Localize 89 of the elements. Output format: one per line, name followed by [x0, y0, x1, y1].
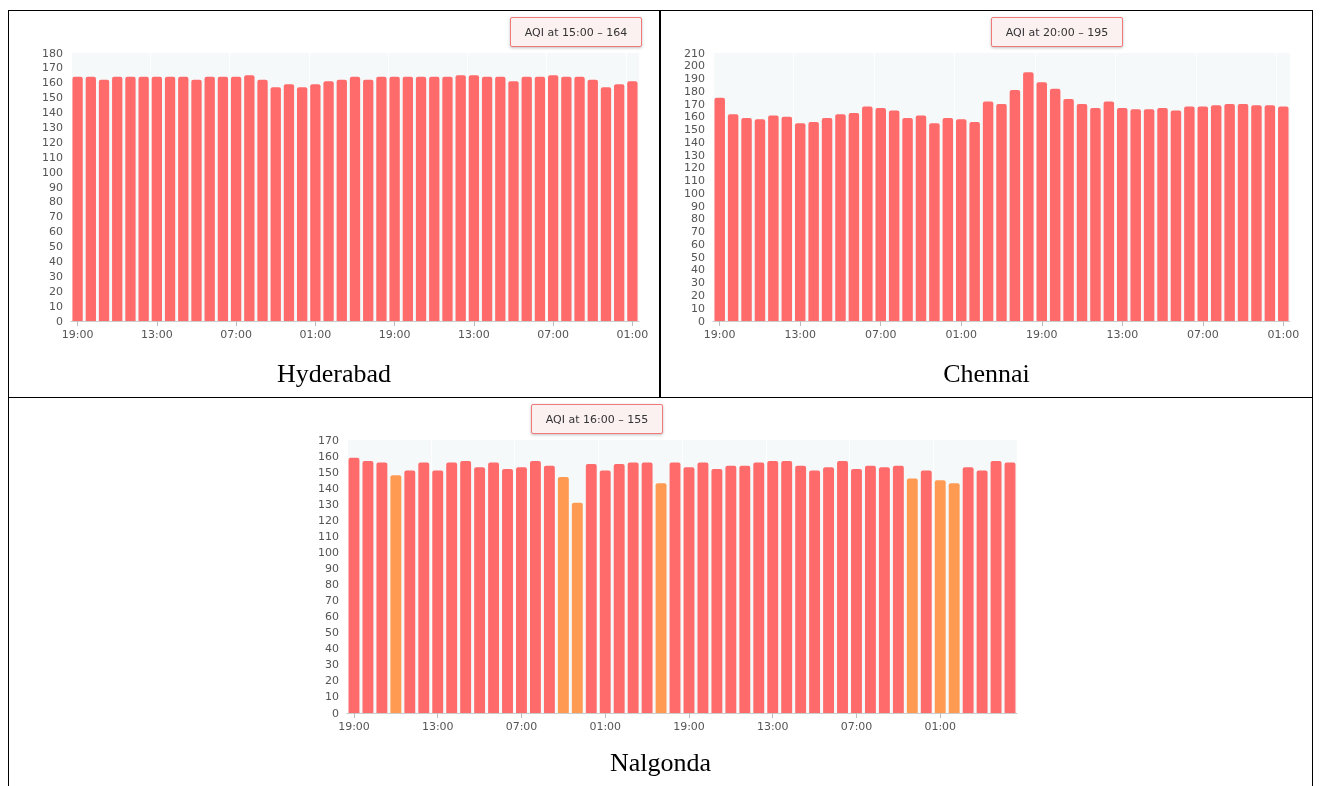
y-tick-label: 40: [325, 642, 339, 656]
y-tick-label: 180: [42, 46, 63, 60]
y-tick-label: 130: [684, 148, 705, 162]
y-tick-label: 140: [42, 106, 63, 120]
y-tick-label: 80: [49, 195, 63, 209]
y-tick-label: 60: [49, 225, 63, 239]
y-tick-label: 50: [691, 250, 705, 264]
x-tick-label: 07:00: [840, 720, 873, 733]
y-tick-label: 110: [318, 529, 339, 543]
x-tick-label: 01:00: [924, 720, 957, 733]
x-tick-label: 07:00: [864, 328, 897, 341]
text: AQI at 16:00 – 155: [531, 404, 663, 434]
y-tick-label: 30: [49, 269, 63, 283]
y-tick-label: 0: [332, 706, 339, 720]
y-tick-label: 130: [318, 497, 339, 511]
y-tick-label: 120: [42, 135, 63, 149]
x-tick-label: 13:00: [421, 720, 454, 733]
y-tick-label: 40: [691, 263, 705, 277]
y-tick-label: 20: [49, 284, 63, 298]
x-tick-label: 13:00: [1106, 328, 1139, 341]
x-tick-label: 13:00: [784, 328, 817, 341]
y-tick-label: 60: [325, 610, 339, 624]
y-tick-label: 30: [691, 276, 705, 290]
y-tick-label: 90: [49, 180, 63, 194]
y-tick-label: 20: [325, 674, 339, 688]
y-tick-label: 20: [691, 288, 705, 302]
x-tick-label: 01:00: [1267, 328, 1300, 341]
y-tick-label: 70: [691, 225, 705, 239]
x-tick-label: 13:00: [756, 720, 789, 733]
y-tick-label: 170: [684, 97, 705, 111]
x-tick-label: 07:00: [220, 328, 252, 341]
y-tick-label: 80: [691, 212, 705, 226]
y-tick-label: 10: [49, 299, 63, 313]
y-tick-label: 70: [49, 210, 63, 224]
y-tick-label: 160: [684, 110, 705, 124]
text: Nalgonda: [608, 748, 713, 778]
y-tick-label: 50: [49, 240, 63, 254]
y-tick-label: 60: [691, 237, 705, 251]
y-tick-label: 50: [325, 626, 339, 640]
x-tick-label: 19:00: [338, 720, 370, 733]
x-tick-label: 19:00: [378, 328, 411, 341]
y-tick-label: 90: [325, 561, 339, 575]
x-tick-label: 13:00: [141, 328, 173, 341]
y-tick-label: 150: [684, 123, 705, 137]
y-tick-label: 110: [684, 174, 705, 188]
text: AQI at 15:00 – 164: [510, 17, 642, 47]
y-tick-label: 10: [691, 301, 705, 315]
y-tick-label: 160: [42, 76, 63, 90]
y-tick-label: 100: [318, 545, 339, 559]
text: Hyderabad: [275, 359, 393, 389]
text: AQI at 20:00 – 195: [991, 17, 1123, 47]
y-tick-label: 0: [56, 314, 63, 328]
y-tick-label: 140: [684, 135, 705, 149]
y-tick-label: 170: [318, 433, 339, 447]
y-tick-label: 160: [318, 449, 339, 463]
y-tick-label: 110: [42, 150, 63, 164]
x-tick-label: 01:00: [616, 328, 649, 341]
y-tick-label: 210: [684, 46, 705, 60]
x-tick-label: 07:00: [537, 328, 569, 341]
y-tick-label: 120: [684, 161, 705, 175]
y-tick-label: 90: [691, 199, 705, 213]
x-tick-label: 01:00: [589, 720, 622, 733]
y-tick-label: 180: [684, 84, 705, 98]
y-tick-label: 80: [325, 578, 339, 592]
x-tick-label: 07:00: [505, 720, 538, 733]
y-tick-label: 10: [325, 690, 339, 704]
x-tick-label: 13:00: [458, 328, 490, 341]
x-tick-label: 01:00: [945, 328, 978, 341]
text: Chennai: [942, 359, 1031, 389]
y-tick-label: 0: [698, 314, 705, 328]
x-tick-label: 19:00: [1025, 328, 1058, 341]
y-tick-label: 130: [42, 120, 63, 134]
y-tick-label: 200: [684, 59, 705, 73]
y-tick-label: 30: [325, 658, 339, 672]
y-tick-label: 100: [42, 165, 63, 179]
x-tick-label: 19:00: [703, 328, 736, 341]
x-tick-label: 07:00: [1186, 328, 1219, 341]
x-tick-label: 19:00: [673, 720, 705, 733]
x-tick-label: 01:00: [299, 328, 332, 341]
y-tick-label: 40: [49, 254, 63, 268]
y-tick-label: 140: [318, 481, 339, 495]
y-tick-label: 70: [325, 594, 339, 608]
y-tick-label: 170: [42, 61, 63, 75]
x-tick-label: 19:00: [61, 328, 94, 341]
y-tick-label: 120: [318, 513, 339, 527]
y-tick-label: 150: [318, 465, 339, 479]
y-tick-label: 100: [684, 186, 705, 200]
y-tick-label: 190: [684, 72, 705, 86]
y-tick-label: 150: [42, 91, 63, 105]
